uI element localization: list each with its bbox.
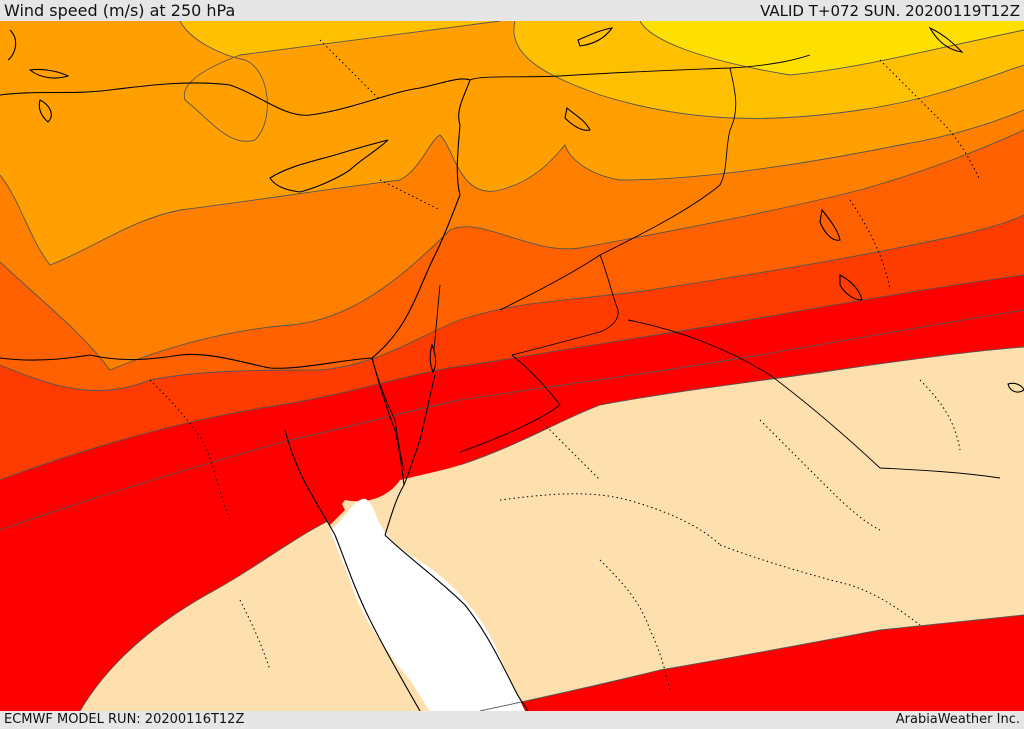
map-line xyxy=(28,68,70,79)
map-line xyxy=(919,379,961,451)
map-line xyxy=(79,519,331,711)
footer-bar: ECMWF MODEL RUN: 20200116T12Z ArabiaWeat… xyxy=(0,711,1024,729)
map-line xyxy=(371,357,405,536)
map-line xyxy=(639,21,1024,76)
wind-speed-map xyxy=(0,21,1024,711)
map-line xyxy=(469,54,811,81)
map-line xyxy=(7,29,17,61)
map-line xyxy=(371,357,405,471)
map-line xyxy=(759,419,881,531)
map-line xyxy=(0,309,1024,531)
arabia-land xyxy=(80,347,1024,711)
map-line xyxy=(38,99,52,123)
map-line xyxy=(513,21,1024,119)
map-line xyxy=(479,614,1024,711)
model-run: ECMWF MODEL RUN: 20200116T12Z xyxy=(4,712,245,727)
map-line xyxy=(719,544,921,626)
map-line xyxy=(627,319,1001,479)
map-line xyxy=(499,67,737,311)
map-line xyxy=(1007,382,1024,393)
map-line xyxy=(459,346,1024,466)
map-line xyxy=(384,534,529,711)
map-line xyxy=(433,284,441,351)
map-line xyxy=(179,194,461,369)
map-line xyxy=(284,429,336,536)
red-sea xyxy=(330,498,525,711)
map-line xyxy=(269,139,389,193)
map-line xyxy=(819,208,841,241)
gulf-suez xyxy=(285,430,345,525)
map-line xyxy=(0,78,471,196)
map-line xyxy=(879,59,981,181)
header-bar: Wind speed (m/s) at 250 hPa VALID T+072 … xyxy=(0,0,1024,21)
credit: ArabiaWeather Inc. xyxy=(895,712,1020,727)
map-line xyxy=(403,374,436,486)
map-line xyxy=(0,129,1024,371)
map-line xyxy=(0,274,1024,481)
map-line xyxy=(564,106,591,131)
map-line xyxy=(429,343,437,374)
map-line xyxy=(0,354,181,361)
map-line xyxy=(599,559,671,691)
map-line xyxy=(577,27,614,47)
valid-time: VALID T+072 SUN. 20200119T12Z xyxy=(760,2,1020,20)
map-line xyxy=(0,109,1024,266)
map-title: Wind speed (m/s) at 250 hPa xyxy=(4,1,236,20)
map-line xyxy=(334,534,421,711)
map-line xyxy=(511,254,619,356)
map-line xyxy=(459,354,561,453)
map-line xyxy=(239,599,271,671)
map-line xyxy=(928,26,964,53)
map-line xyxy=(839,274,863,301)
